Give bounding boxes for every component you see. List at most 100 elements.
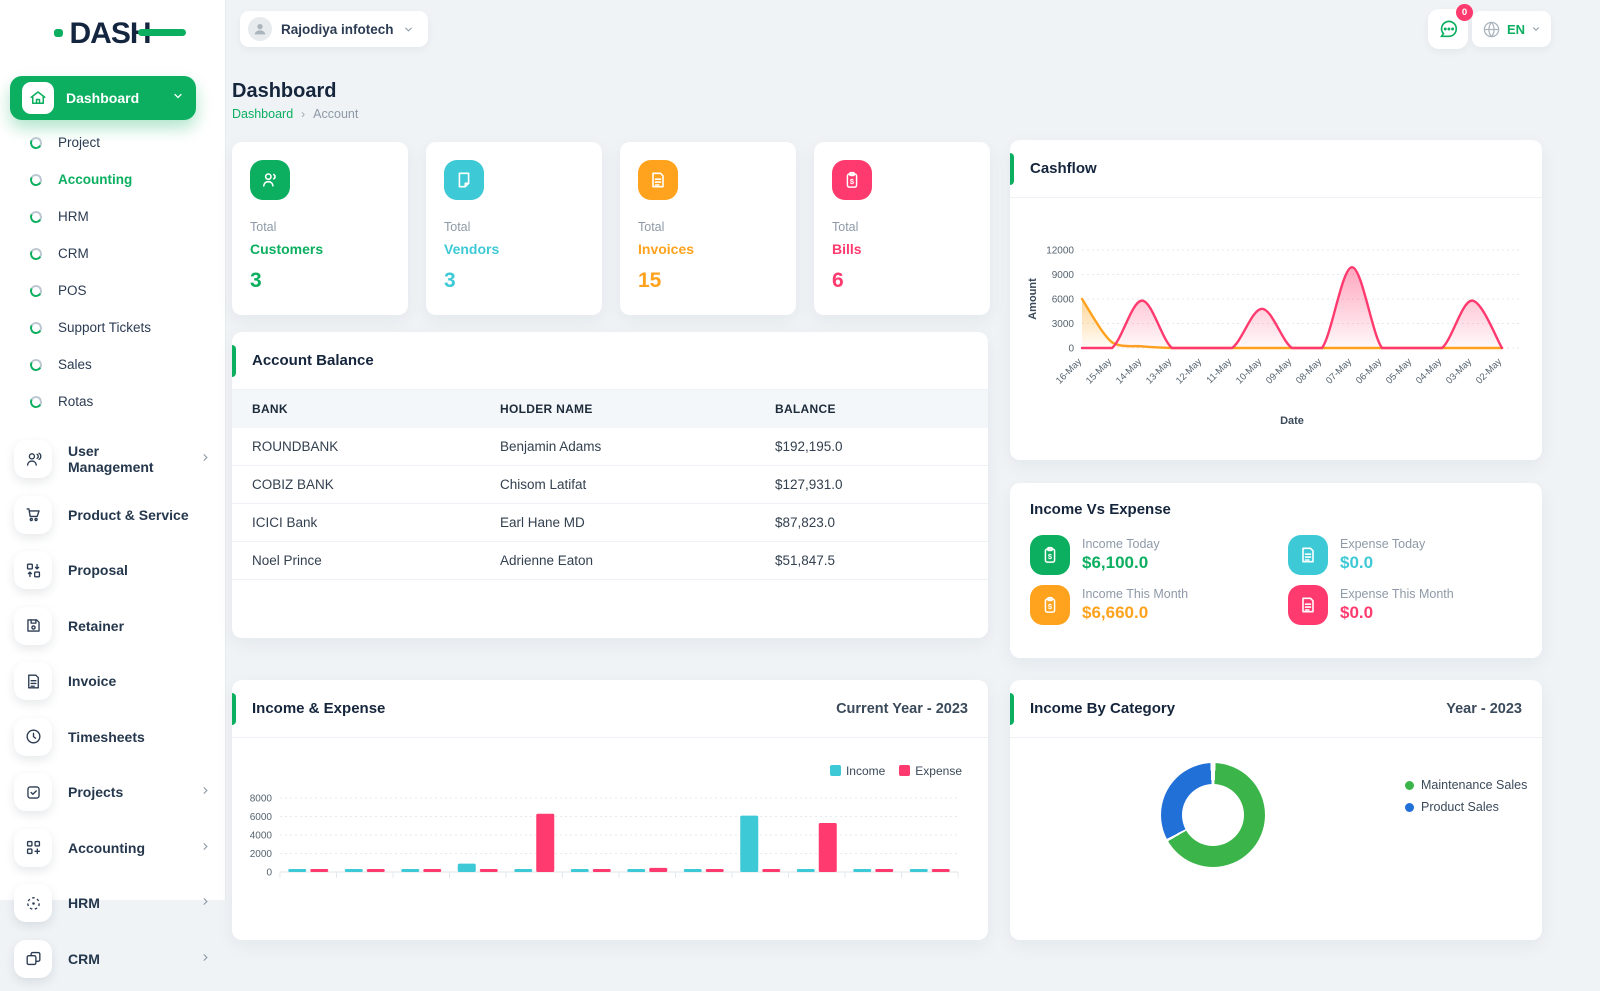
svg-text:13-May: 13-May [1144, 356, 1174, 386]
sidebar-subitem-sales[interactable]: Sales [0, 346, 225, 383]
legend-dot [1405, 780, 1414, 790]
sidebar: DASH Dashboard Project Accounting HRM CRM PO… [0, 0, 225, 978]
stat-card-vendors: Total Vendors 3 [426, 142, 602, 315]
bank-cell: ROUNDBANK [232, 428, 480, 466]
card-title: Income By Category [1030, 700, 1176, 717]
sidebar-subitem-crm[interactable]: CRM [0, 235, 225, 272]
workspace-name: Rajodiya infotech [281, 21, 394, 37]
chart-period: Current Year - 2023 [836, 700, 968, 717]
balance-cell: $192,195.0 [755, 428, 988, 466]
messages-badge: 0 [1456, 4, 1473, 21]
sidebar-item-user-management[interactable]: User Management [0, 436, 225, 482]
sidebar-item-proposal[interactable]: Proposal [0, 547, 225, 593]
svg-text:02-May: 02-May [1474, 356, 1504, 386]
sidebar-subitem-project[interactable]: Project [0, 124, 225, 161]
page-title: Dashboard [232, 80, 337, 102]
bullet-icon [28, 357, 44, 372]
card-title: Account Balance [252, 352, 374, 369]
svg-text:$: $ [1048, 552, 1053, 561]
sidebar-item-timesheets[interactable]: Timesheets [0, 714, 225, 760]
stat-card-invoices: Total Invoices 15 [620, 142, 796, 315]
sidebar-subitem-hrm[interactable]: HRM [0, 198, 225, 235]
holder-cell: Adrienne Eaton [480, 541, 755, 580]
chevron-right-icon [200, 950, 211, 968]
sidebar-item-label: Product & Service [68, 506, 189, 523]
sidebar-item-label: Proposal [68, 562, 128, 578]
sidebar-subitem-label: Project [58, 135, 101, 150]
legend-label: Maintenance Sales [1421, 778, 1528, 792]
chevron-right-icon [200, 839, 211, 857]
sidebar-subitem-label: Rotas [58, 394, 94, 409]
bank-cell: Noel Prince [232, 541, 480, 580]
table-row[interactable]: COBIZ BANK Chisom Latifat $127,931.0 [232, 465, 988, 504]
sidebar-main-nav: User Management Product & Service Proposal… [0, 436, 225, 991]
svg-text:$: $ [1048, 602, 1053, 611]
proposal-icon [14, 551, 52, 589]
summary-text: Income Today $6,100.0 [1082, 537, 1160, 573]
sidebar-item-crm[interactable]: CRM [0, 936, 225, 982]
sidebar-item-label: Dashboard [66, 90, 140, 106]
income-expense-chart: 8000 6000 4000 2000 0 [250, 794, 959, 879]
summary-text: Expense This Month $0.0 [1340, 587, 1454, 623]
invoices-icon [638, 160, 678, 200]
customers-icon [250, 160, 290, 200]
income-by-category-card: Income By Category Year - 2023 Maintenan… [1010, 680, 1542, 940]
globe-icon [1483, 21, 1500, 37]
holder-cell: Benjamin Adams [480, 428, 755, 466]
svg-text:11-May: 11-May [1204, 356, 1234, 386]
legend-item-expense: Expense [899, 764, 962, 778]
svg-text:$: $ [850, 177, 855, 186]
sidebar-item-projects[interactable]: Projects [0, 769, 225, 815]
summary-item-expense-this-month: Expense This Month $0.0 [1288, 585, 1454, 625]
svg-text:04-May: 04-May [1414, 356, 1444, 386]
stat-label: Customers [250, 241, 324, 257]
messages-button[interactable]: 0 [1428, 4, 1473, 49]
legend-item-maintenance-sales: Maintenance Sales [1405, 778, 1527, 792]
workspace-selector[interactable]: Rajodiya infotech [240, 11, 428, 47]
holder-cell: Earl Hane MD [480, 503, 755, 542]
logo-text: DASH [69, 17, 150, 50]
sidebar-item-retainer[interactable]: Retainer [0, 603, 225, 649]
col-holder-name: HOLDER NAME [480, 390, 755, 428]
language-code: EN [1507, 21, 1526, 37]
sidebar-item-invoice[interactable]: Invoice [0, 658, 225, 704]
bills-icon: $ [832, 160, 872, 200]
stat-prefix: Total [832, 220, 859, 234]
breadcrumb-dashboard[interactable]: Dashboard [232, 107, 294, 121]
sidebar-subitem-support-tickets[interactable]: Support Tickets [0, 309, 225, 346]
sidebar-item-label: Accounting [68, 839, 145, 856]
sidebar-item-product-service[interactable]: Product & Service [0, 492, 225, 538]
sidebar-item-accounting[interactable]: Accounting [0, 825, 225, 871]
invoice-icon [14, 662, 52, 700]
sidebar-subitem-rotas[interactable]: Rotas [0, 383, 225, 420]
sidebar-item-label: Retainer [68, 617, 125, 634]
sidebar-subitem-label: Support Tickets [58, 320, 152, 335]
card-title: Income & Expense [252, 700, 386, 717]
svg-text:05-May: 05-May [1384, 356, 1414, 386]
accent-bar [1010, 693, 1014, 725]
language-selector[interactable]: EN [1472, 11, 1552, 47]
table-row[interactable]: Noel Prince Adrienne Eaton $51,847.5 [232, 541, 988, 580]
sidebar-item-hrm[interactable]: HRM [0, 880, 225, 926]
summary-label: Income Today [1082, 537, 1160, 551]
sidebar-item-dashboard[interactable]: Dashboard [10, 76, 196, 120]
account-balance-table: BANK HOLDER NAME BALANCE ROUNDBANK Benjam… [232, 390, 988, 580]
logo[interactable]: DASH [38, 12, 188, 54]
table-row[interactable]: ROUNDBANK Benjamin Adams $192,195.0 [232, 428, 988, 466]
bullet-icon [28, 394, 44, 409]
table-row[interactable]: ICICI Bank Earl Hane MD $87,823.0 [232, 503, 988, 542]
sidebar-item-label: Invoice [68, 673, 117, 689]
sidebar-subitem-accounting[interactable]: Accounting [0, 161, 225, 198]
clipboard-dollar-icon: $ [1030, 535, 1070, 575]
svg-text:08-May: 08-May [1294, 356, 1324, 386]
svg-text:9000: 9000 [1052, 270, 1075, 281]
retainer-icon [14, 606, 52, 645]
stat-value: 15 [638, 269, 662, 292]
stat-label: Invoices [638, 241, 695, 257]
summary-label: Expense This Month [1340, 587, 1454, 601]
sidebar-subitem-pos[interactable]: POS [0, 272, 225, 309]
summary-text: Income This Month $6,660.0 [1082, 587, 1188, 623]
svg-text:09-May: 09-May [1264, 356, 1294, 386]
chevron-down-icon [404, 27, 412, 32]
stat-label: Bills [832, 241, 862, 257]
